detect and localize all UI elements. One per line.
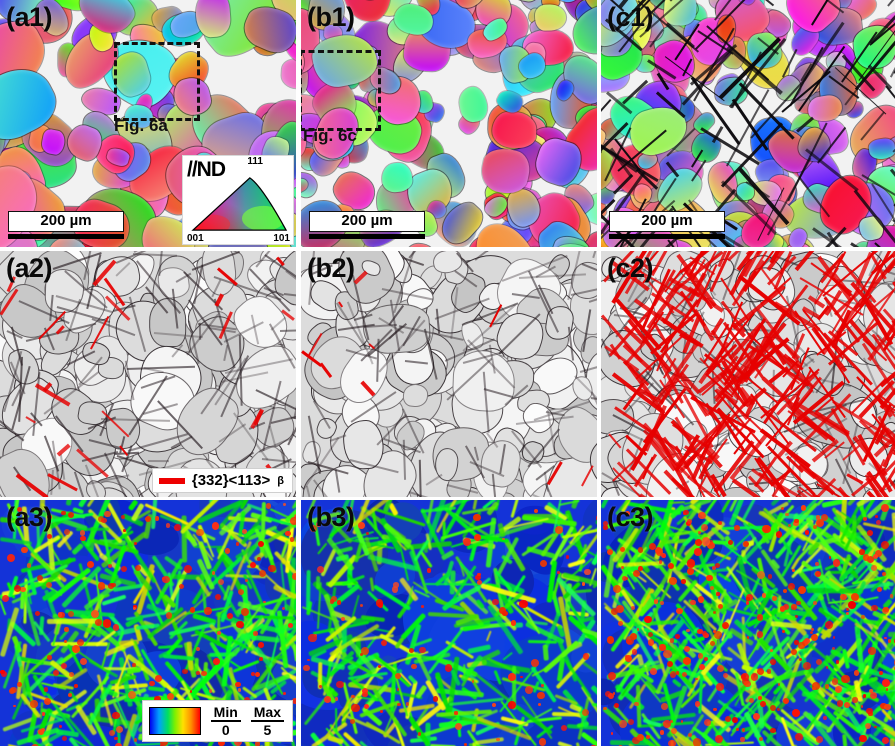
- panel-b1-image: [301, 0, 597, 247]
- scale-bar-text-a1: 200 µm: [8, 211, 124, 232]
- panel-b1[interactable]: (b1) Fig. 6c 200 µm: [301, 0, 597, 247]
- scale-bar-line-b1: [309, 234, 425, 239]
- ipf-pole-111: 111: [247, 156, 263, 167]
- ipf-orientation-texture: [301, 0, 597, 247]
- scale-bar-a1: 200 µm: [8, 211, 124, 239]
- kam-max: Max 5: [250, 705, 284, 738]
- panel-a2-image: [0, 251, 296, 497]
- panel-label-c2: (c2): [607, 253, 654, 283]
- roi-box-a1[interactable]: [114, 42, 200, 121]
- ipf-orientation-texture: [601, 0, 895, 247]
- kam-min-value: 0: [221, 722, 230, 738]
- panel-c2[interactable]: (c2): [601, 251, 895, 497]
- panel-b3[interactable]: (b3): [301, 500, 597, 746]
- panel-c1[interactable]: (c1) 200 µm: [601, 0, 895, 247]
- panel-c3-image: [601, 500, 895, 746]
- scale-bar-c1: 200 µm: [609, 211, 725, 239]
- band-contrast-texture: [601, 251, 895, 497]
- panel-label-a1: (a1): [6, 2, 53, 32]
- scale-bar-b1: 200 µm: [309, 211, 425, 239]
- panel-c3[interactable]: (c3): [601, 500, 895, 746]
- panel-b2-image: [301, 251, 597, 497]
- ipf-triangle: [191, 174, 289, 232]
- kam-max-value: 5: [263, 722, 272, 738]
- panel-c1-image: [601, 0, 895, 247]
- panel-a2[interactable]: (a2) {332}<113> β: [0, 251, 296, 497]
- panel-label-b2: (b2): [307, 253, 355, 283]
- scale-bar-text-b1: 200 µm: [309, 211, 425, 232]
- twin-boundary-swatch: [158, 477, 185, 484]
- panel-label-c1: (c1): [607, 2, 654, 32]
- roi-label-b1: Fig. 6c: [303, 126, 357, 145]
- panel-label-b1: (b1): [307, 2, 355, 32]
- panel-label-a3: (a3): [6, 502, 53, 532]
- ipf-direction-label: //ND: [187, 158, 226, 181]
- panel-label-c3: (c3): [607, 502, 654, 532]
- band-contrast-texture: [0, 251, 296, 497]
- scale-bar-line-c1: [609, 234, 725, 239]
- panel-label-a2: (a2): [6, 253, 53, 283]
- kam-max-label: Max: [250, 705, 284, 722]
- ipf-pole-001: 001: [187, 233, 204, 244]
- scale-bar-line-a1: [8, 234, 124, 239]
- panel-label-b3: (b3): [307, 502, 355, 532]
- band-contrast-texture: [301, 251, 597, 497]
- kam-texture: [301, 500, 597, 746]
- twin-phase-subscript: β: [277, 474, 284, 487]
- roi-box-b1[interactable]: [301, 50, 381, 131]
- kam-min-label: Min: [210, 705, 241, 722]
- kam-texture: [601, 500, 895, 746]
- twin-boundary-key: {332}<113> β: [151, 468, 293, 493]
- ipf-color-key: //ND 111 001 101: [182, 155, 294, 245]
- kam-color-ramp: [148, 707, 201, 735]
- ipf-pole-101: 101: [273, 233, 290, 244]
- twin-boundary-label: {332}<113>: [191, 472, 271, 489]
- kam-min: Min 0: [210, 705, 241, 738]
- roi-label-a1: Fig. 6a: [114, 116, 168, 135]
- panel-a3[interactable]: (a3) Min 0 Max 5: [0, 500, 296, 746]
- panel-c2-image: [601, 251, 895, 497]
- panel-b3-image: [301, 500, 597, 746]
- kam-color-key: Min 0 Max 5: [141, 700, 293, 742]
- panel-b2[interactable]: (b2): [301, 251, 597, 497]
- scale-bar-text-c1: 200 µm: [609, 211, 725, 232]
- panel-a1[interactable]: (a1) Fig. 6a 200 µm //ND 111 001 101: [0, 0, 296, 247]
